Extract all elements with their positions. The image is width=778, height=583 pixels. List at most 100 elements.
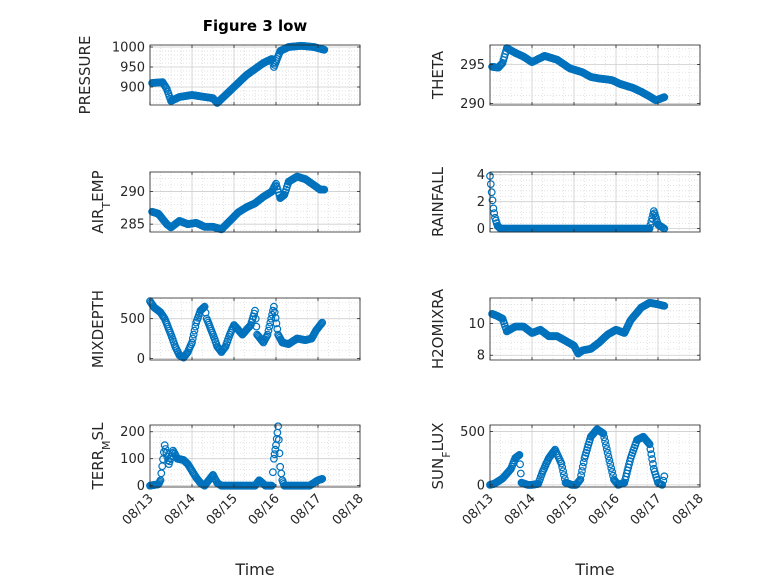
data-point [161, 445, 170, 453]
x-tick-label: 08/17 [288, 491, 325, 528]
subplot-2: 285 290 AIRTEMP [89, 170, 361, 234]
data-point [263, 330, 272, 339]
y-axis-label: H2OMIXRA [429, 288, 447, 369]
data-point [574, 477, 583, 486]
y-tick-label: 500 [120, 312, 145, 327]
data-point [578, 467, 586, 475]
data-point [606, 460, 615, 469]
data-point [646, 445, 655, 454]
data-point [270, 308, 279, 317]
data-point [490, 209, 499, 218]
axes-frame [149, 424, 361, 488]
data-point [267, 314, 276, 323]
subplot-0: 900 950 1000 PRESSURE Figure 3 low [76, 17, 361, 115]
subplot-5: 8 10 H2OMIXRA [429, 288, 701, 369]
data-point [190, 326, 199, 335]
y-tick-label: 290 [120, 185, 145, 200]
data-point [515, 451, 524, 459]
y-axis-label: TERRMSL [89, 422, 113, 491]
data-point [488, 196, 497, 205]
x-tick-label: 08/15 [544, 491, 581, 528]
x-tick-label: 08/16 [246, 491, 283, 528]
x-tick-label: 08/18 [670, 491, 707, 528]
y-tick-label: 285 [120, 218, 145, 233]
data-point [274, 435, 283, 444]
data-point [271, 314, 280, 322]
y-tick-label: 4 [477, 168, 485, 183]
y-axis-label: THETA [429, 50, 447, 100]
data-point [273, 325, 282, 333]
axes-frame [489, 297, 701, 361]
chart-title: Figure 3 low [203, 17, 308, 35]
data-point [607, 464, 616, 473]
data-point [575, 476, 584, 485]
y-tick-label: 100 [120, 452, 145, 467]
y-tick-label: 950 [120, 61, 145, 76]
y-axis-label: RAINFALL [429, 166, 447, 237]
data-point [157, 469, 166, 478]
x-tick-label: 08/17 [628, 491, 665, 528]
data-point [318, 318, 327, 327]
y-tick-label: 0 [137, 352, 145, 367]
data-point [646, 221, 655, 230]
y-tick-label: 290 [460, 97, 485, 112]
data-point [320, 45, 329, 54]
data-point [608, 468, 616, 476]
data-point [199, 303, 208, 312]
data-point [579, 458, 588, 467]
data-point [649, 460, 657, 468]
data-point [189, 330, 198, 339]
y-axis-label: SUNFLUX [429, 423, 453, 490]
data-point [603, 448, 612, 457]
data-point [320, 185, 329, 194]
x-tick-label: 08/14 [502, 491, 539, 528]
data-point [505, 466, 514, 475]
data-point [267, 481, 276, 490]
data-point [269, 468, 277, 477]
data-point [188, 338, 196, 347]
data-point [560, 471, 568, 479]
data-point [577, 471, 585, 480]
data-point [599, 429, 608, 438]
axes-frame [149, 44, 361, 106]
data-point [659, 476, 668, 485]
data-point [647, 450, 656, 459]
y-tick-label: 500 [460, 425, 485, 440]
axes-frame [489, 424, 701, 488]
data-point [645, 440, 654, 449]
subplot-7: 08/13 08/14 08/15 08/16 08/17 08/18 0 500 SUNFLU… [429, 423, 707, 579]
data-point [602, 441, 610, 450]
data-point [270, 450, 279, 459]
y-tick-label: 0 [477, 478, 485, 493]
data-point [557, 459, 566, 468]
data-point [559, 467, 567, 476]
data-point [600, 433, 609, 442]
y-axis-label: PRESSURE [76, 36, 94, 115]
data-point [516, 460, 524, 469]
data-point [274, 422, 283, 431]
y-tick-label: 200 [120, 425, 145, 440]
data-point [188, 334, 197, 343]
x-axis-label: Time [574, 560, 614, 579]
data-point [658, 481, 667, 489]
y-axis-label: MIXDEPTH [89, 290, 107, 368]
y-tick-label: 10 [468, 317, 485, 332]
data-point [318, 475, 327, 483]
y-tick-label: 1000 [112, 41, 145, 56]
data-point [252, 322, 261, 331]
data-point [516, 469, 525, 478]
data-point [264, 326, 273, 335]
subplot-1: 290 295 THETA [429, 44, 701, 112]
x-axis-label: Time [234, 560, 274, 579]
axes-frame [149, 171, 361, 233]
data-point [497, 60, 506, 68]
subplot-6: 08/13 08/14 08/15 08/16 08/17 08/18 0 100 200 TER… [89, 422, 367, 579]
data-point [604, 452, 613, 461]
subplot-3: 0 2 4 RAINFALL [429, 166, 701, 237]
y-tick-label: 295 [460, 58, 485, 73]
y-axis-label: AIRTEMP [89, 170, 113, 233]
y-tick-label: 0 [477, 222, 485, 237]
data-point [660, 302, 669, 310]
axes-frame [149, 297, 361, 361]
